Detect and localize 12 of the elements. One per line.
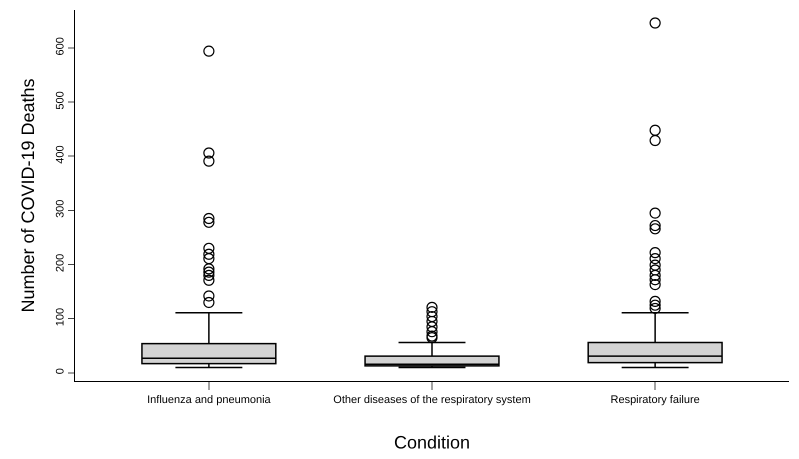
y-tick-label: 200 [54, 254, 67, 272]
y-tick-label: 100 [54, 308, 67, 326]
y-tick-label: 500 [54, 91, 67, 110]
x-tick-label: Influenza and pneumonia [147, 394, 272, 406]
x-tick-label: Respiratory failure [610, 394, 700, 406]
y-tick-label: 0 [54, 368, 67, 374]
y-tick-label: 300 [54, 200, 67, 218]
y-axis-title: Number of COVID-19 Deaths [18, 78, 38, 313]
x-tick-label: Other diseases of the respiratory system [333, 394, 531, 406]
y-tick-label: 400 [54, 145, 67, 164]
y-tick-label: 600 [54, 37, 67, 56]
x-axis-title: Condition [394, 432, 470, 452]
